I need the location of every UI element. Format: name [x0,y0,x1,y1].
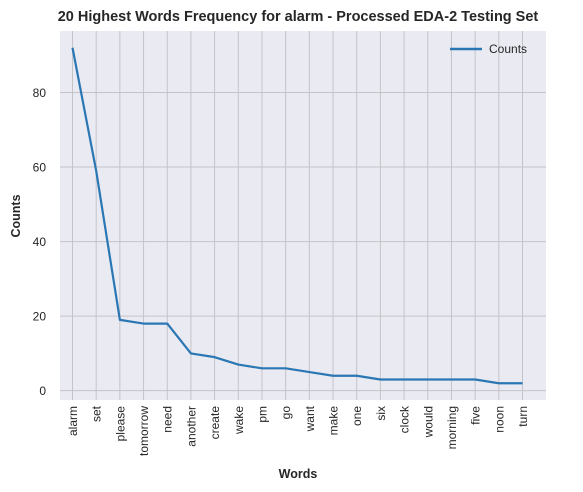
x-tick-label: wake [232,406,246,435]
x-tick-label: six [374,406,388,421]
x-tick-label: morning [445,406,459,449]
x-tick-label: turn [516,406,530,427]
x-tick-label: need [161,406,175,433]
y-tick-label: 20 [33,310,47,324]
x-tick-label: another [184,406,198,447]
x-tick-label: tomorrow [137,406,151,456]
series-line-counts [71,47,523,385]
x-tick-label: create [208,406,222,440]
x-tick-label: make [327,406,341,436]
chart-title: 20 Highest Words Frequency for alarm - P… [58,9,539,25]
x-tick-label: noon [492,406,506,433]
y-tick-label: 60 [33,161,47,175]
y-tick-label: 80 [33,86,47,100]
x-axis-label: Words [279,467,318,481]
y-axis-label: Counts [9,194,23,237]
y-tick-label: 0 [39,384,46,398]
plot-area [60,31,546,400]
x-tick-label: set [90,405,104,422]
x-tick-label: would [421,406,435,438]
y-axis-ticks: 0 20 40 60 80 [33,86,47,398]
x-tick-label: alarm [66,406,80,436]
legend-label-counts: Counts [489,42,527,56]
x-tick-label: clock [398,405,412,433]
x-axis-ticks: alarm set please tomorrow need another create w… [66,405,530,456]
x-tick-label: want [303,405,317,432]
x-tick-label: five [469,406,483,425]
x-tick-label: go [279,406,293,420]
y-tick-label: 40 [33,235,47,249]
x-tick-label: please [113,406,127,442]
x-tick-label: one [350,406,364,426]
grid [60,31,546,400]
legend: Counts [450,42,527,56]
x-tick-label: pm [255,406,269,423]
series-layer [71,47,523,385]
